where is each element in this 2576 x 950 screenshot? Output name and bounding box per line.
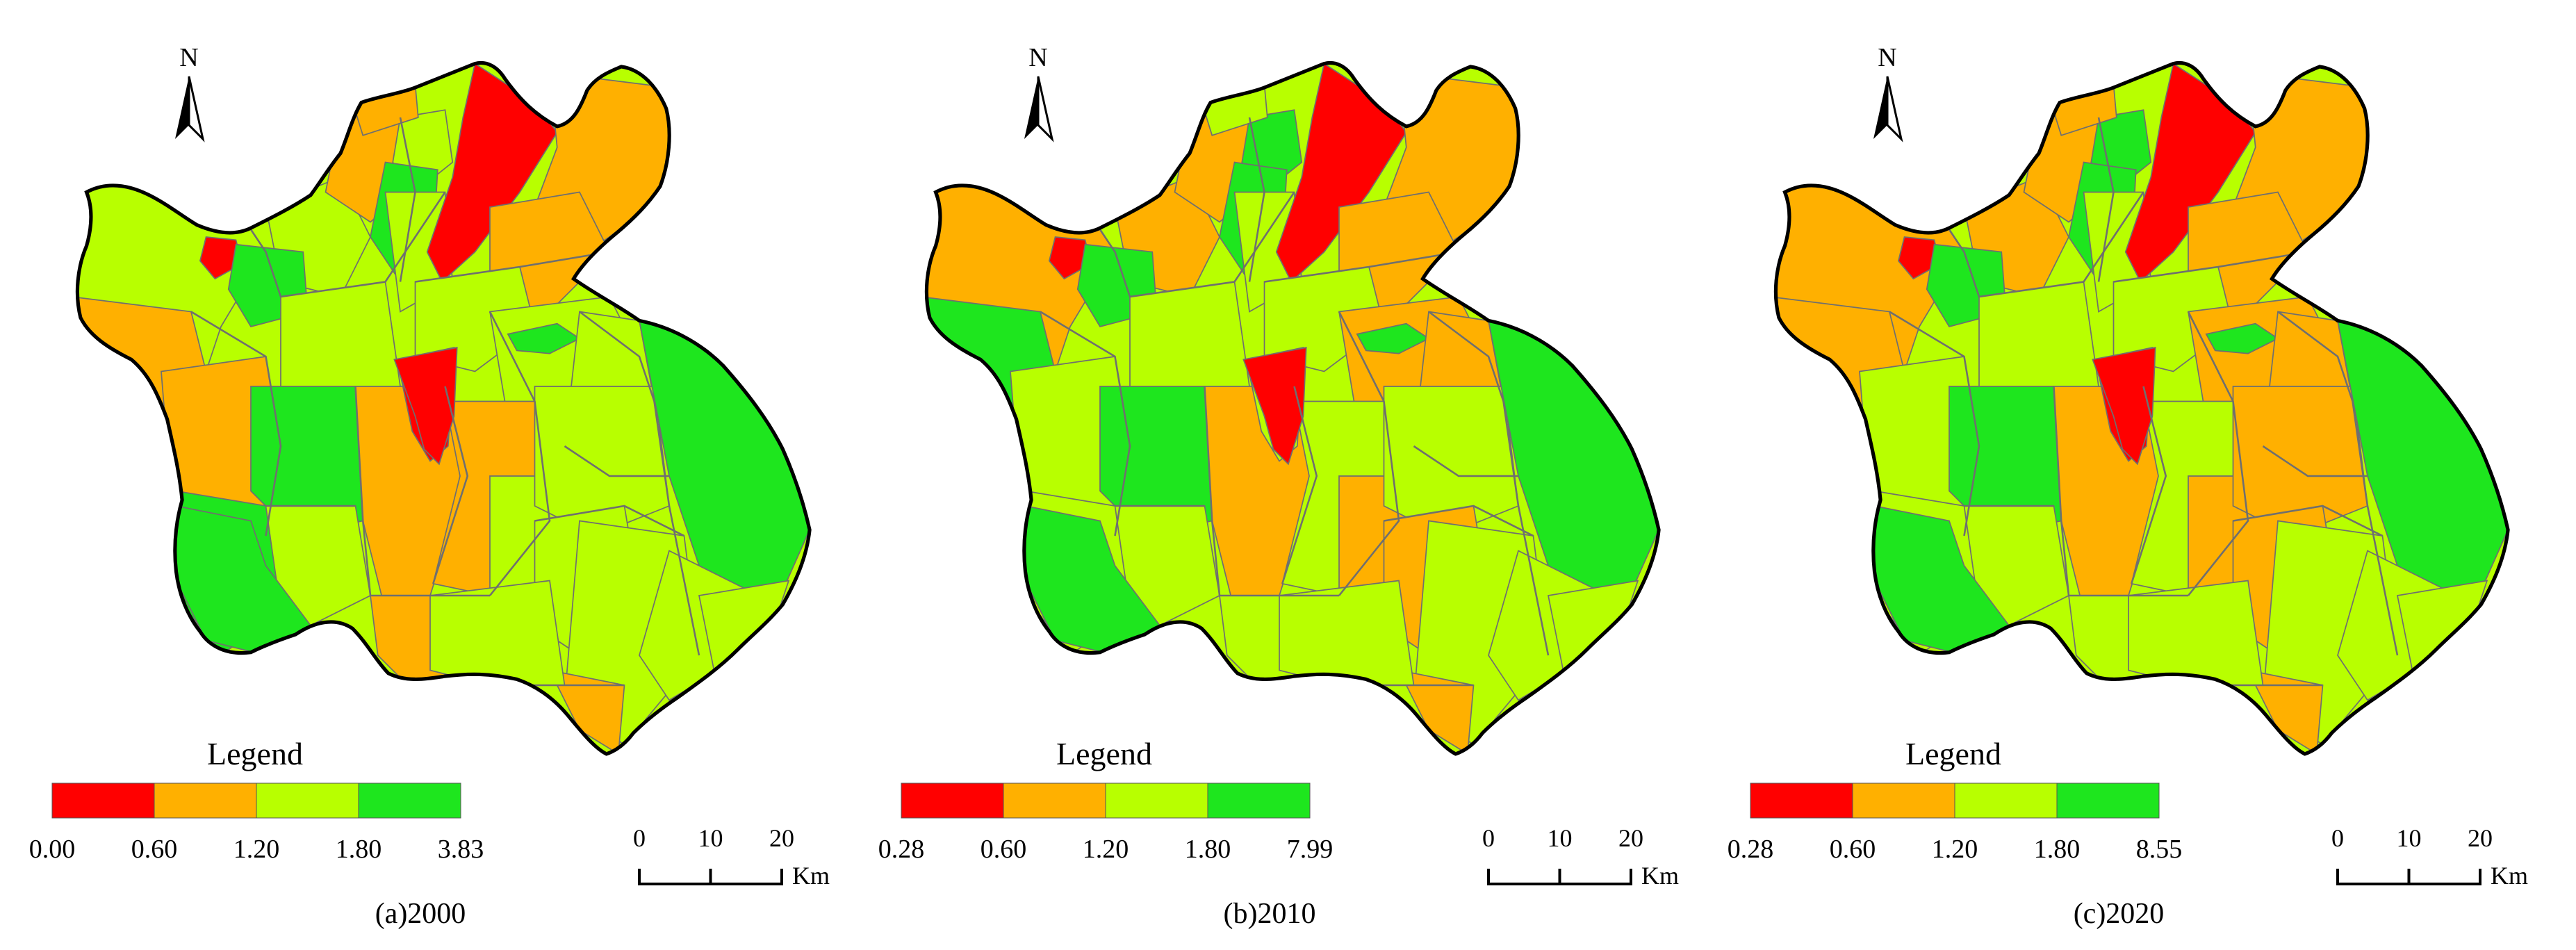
district-east-center [534, 386, 670, 537]
district-east-lake [1356, 322, 1430, 354]
scale-tick: 10 [2397, 824, 2422, 852]
district-east-south [698, 580, 790, 672]
legend-swatch-class4 [2056, 783, 2160, 819]
district-east-lake [507, 322, 581, 354]
district-urban-core [393, 347, 458, 466]
legend-swatch-class2 [154, 783, 257, 819]
north-arrow-icon: N [175, 43, 205, 142]
legend-swatch-class1 [51, 783, 155, 819]
scale-tick: 0 [633, 824, 646, 852]
panel-2000: N Legend 0.00 0.60 1.20 1.80 3.83 0 10 20 Km (a)200… [29, 43, 830, 930]
north-label: N [1878, 43, 1896, 72]
legend-swatch-class2 [1852, 783, 1955, 819]
north-arrow-icon: N [1873, 43, 1903, 142]
legend-swatch-class2 [1003, 783, 1106, 819]
legend-swatch-class3 [1954, 783, 2058, 819]
panel-2010: N Legend 0.28 0.60 1.20 1.80 7.99 0 10 20 Km (b)201… [878, 43, 1679, 930]
map-body [1773, 61, 2510, 756]
legend: Legend 0.28 0.60 1.20 1.80 7.99 [878, 736, 1334, 864]
scale-unit: Km [2491, 862, 2528, 890]
map-region [924, 61, 1661, 756]
legend-title: Legend [1905, 736, 2001, 771]
scale-tick: 10 [1548, 824, 1573, 852]
legend-tick: 1.20 [1083, 835, 1129, 864]
region-outline [75, 61, 812, 756]
district-east-lake [2205, 322, 2279, 354]
legend-tick: 1.80 [2034, 835, 2081, 864]
map-body [924, 61, 1661, 756]
region-outline [924, 61, 1661, 756]
panel-caption: (b)2010 [1224, 898, 1316, 930]
legend-tick: 1.80 [336, 835, 382, 864]
legend-tick: 1.20 [233, 835, 280, 864]
legend-tick: 3.83 [438, 835, 484, 864]
district-boundaries [1889, 117, 2399, 687]
scale-tick: 0 [1482, 824, 1495, 852]
north-label: N [179, 43, 198, 72]
legend-tick: 0.60 [131, 835, 178, 864]
map-body [75, 61, 812, 756]
legend-swatch-class3 [1105, 783, 1208, 819]
legend: Legend 0.00 0.60 1.20 1.80 3.83 [29, 736, 484, 864]
district-east-center [1383, 386, 1519, 537]
map-region [1773, 61, 2510, 756]
scale-tick: 0 [2331, 824, 2344, 852]
district-boundaries [190, 117, 700, 687]
legend-swatch-class4 [1207, 783, 1311, 819]
scale-tick: 10 [698, 824, 723, 852]
scale-tick: 20 [1618, 824, 1643, 852]
legend-title: Legend [1056, 736, 1152, 771]
legend-title: Legend [207, 736, 303, 771]
panel-caption: (c)2020 [2074, 898, 2165, 930]
scale-bar: 0 10 20 Km [1482, 824, 1679, 890]
district-east-center [2232, 386, 2368, 537]
legend-tick: 1.80 [1185, 835, 1231, 864]
map-region [75, 61, 812, 756]
legend-tick: 0.60 [981, 835, 1027, 864]
legend-tick: 0.00 [29, 835, 76, 864]
scale-unit: Km [792, 862, 830, 890]
panel-2020: N Legend 0.28 0.60 1.20 1.80 8.55 0 10 20 Km (c)202… [1728, 43, 2528, 930]
district-urban-core [1242, 347, 1307, 466]
scale-unit: Km [1641, 862, 1679, 890]
scale-bar: 0 10 20 Km [2331, 824, 2528, 890]
legend-swatch-class4 [358, 783, 461, 819]
scale-tick: 20 [2468, 824, 2493, 852]
legend-tick: 7.99 [1287, 835, 1334, 864]
legend: Legend 0.28 0.60 1.20 1.80 8.55 [1728, 736, 2183, 864]
north-arrow-icon: N [1024, 43, 1054, 142]
district-east-south [2396, 580, 2488, 672]
legend-tick: 0.28 [878, 835, 925, 864]
legend-swatch-class1 [1750, 783, 1853, 819]
district-urban-core [2092, 347, 2156, 466]
district-east-south [1547, 580, 1639, 672]
legend-swatch-class1 [901, 783, 1004, 819]
legend-tick: 1.20 [1932, 835, 1978, 864]
legend-tick: 8.55 [2136, 835, 2183, 864]
panel-caption: (a)2000 [375, 898, 466, 930]
scale-tick: 20 [769, 824, 794, 852]
legend-swatch-class3 [256, 783, 359, 819]
scale-bar: 0 10 20 Km [633, 824, 830, 890]
north-label: N [1028, 43, 1047, 72]
legend-tick: 0.60 [1830, 835, 1876, 864]
region-outline [1773, 61, 2510, 756]
legend-tick: 0.28 [1728, 835, 1774, 864]
